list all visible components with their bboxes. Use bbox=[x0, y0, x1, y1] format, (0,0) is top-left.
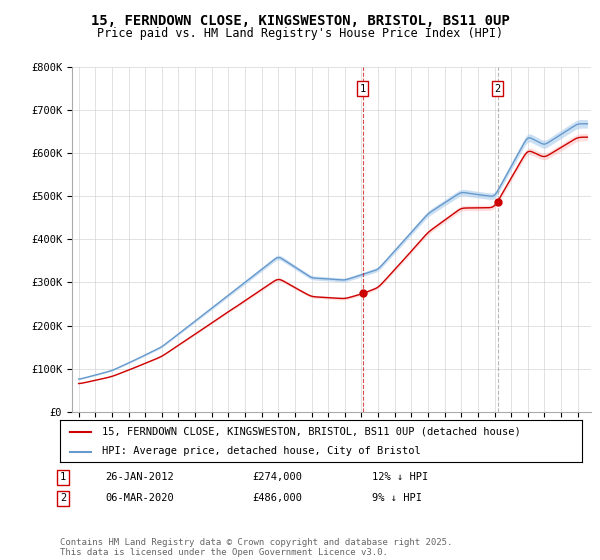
Text: 26-JAN-2012: 26-JAN-2012 bbox=[105, 472, 174, 482]
Text: 12% ↓ HPI: 12% ↓ HPI bbox=[372, 472, 428, 482]
Text: £486,000: £486,000 bbox=[252, 493, 302, 503]
Text: Price paid vs. HM Land Registry's House Price Index (HPI): Price paid vs. HM Land Registry's House … bbox=[97, 27, 503, 40]
Text: Contains HM Land Registry data © Crown copyright and database right 2025.
This d: Contains HM Land Registry data © Crown c… bbox=[60, 538, 452, 557]
Text: 1: 1 bbox=[359, 84, 366, 94]
Text: 2: 2 bbox=[60, 493, 66, 503]
Text: 1: 1 bbox=[60, 472, 66, 482]
Text: 9% ↓ HPI: 9% ↓ HPI bbox=[372, 493, 422, 503]
Text: 2: 2 bbox=[494, 84, 500, 94]
Text: £274,000: £274,000 bbox=[252, 472, 302, 482]
Text: 15, FERNDOWN CLOSE, KINGSWESTON, BRISTOL, BS11 0UP: 15, FERNDOWN CLOSE, KINGSWESTON, BRISTOL… bbox=[91, 14, 509, 28]
Text: HPI: Average price, detached house, City of Bristol: HPI: Average price, detached house, City… bbox=[102, 446, 421, 456]
Text: 06-MAR-2020: 06-MAR-2020 bbox=[105, 493, 174, 503]
Text: 15, FERNDOWN CLOSE, KINGSWESTON, BRISTOL, BS11 0UP (detached house): 15, FERNDOWN CLOSE, KINGSWESTON, BRISTOL… bbox=[102, 427, 521, 437]
